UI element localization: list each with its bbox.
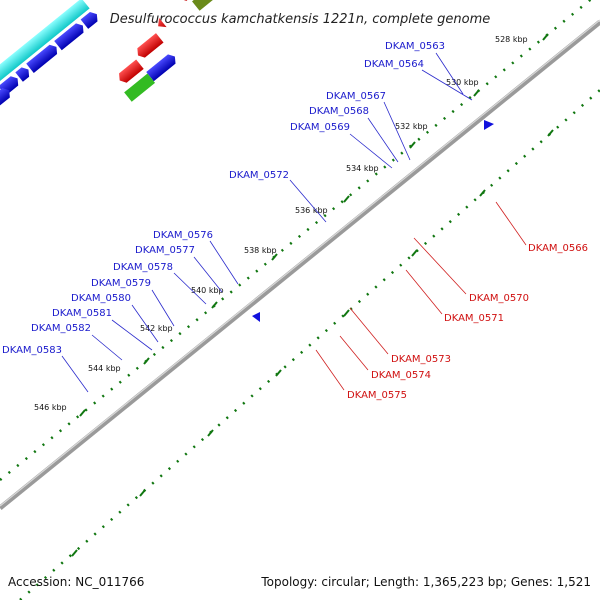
gene-label-dkam-0583[interactable]: DKAM_0583 — [2, 345, 62, 356]
strand-marker-icon — [252, 312, 260, 322]
gene-arrow-red[interactable] — [154, 17, 167, 31]
gene-label-dkam-0564[interactable]: DKAM_0564 — [364, 59, 424, 70]
gene-label-dkam-0572[interactable]: DKAM_0572 — [229, 170, 289, 181]
gene-block-green[interactable] — [124, 73, 156, 102]
inner-tick-track — [19, 89, 600, 600]
gene-label-dkam-0577[interactable]: DKAM_0577 — [135, 245, 195, 256]
gene-label-dkam-0574[interactable]: DKAM_0574 — [371, 370, 431, 381]
tick-label: 546 kbp — [34, 403, 67, 412]
genome-summary-text: Topology: circular; Length: 1,365,223 bp… — [260, 575, 591, 589]
genome-backbone — [0, 20, 600, 510]
tick-label: 542 kbp — [140, 324, 173, 333]
gene-label-dkam-0580[interactable]: DKAM_0580 — [71, 293, 131, 304]
gene-block-cyan[interactable] — [0, 0, 90, 84]
gene-label-dkam-0563[interactable]: DKAM_0563 — [385, 41, 445, 52]
gene-label-dkam-0578[interactable]: DKAM_0578 — [113, 262, 173, 273]
tick-label: 532 kbp — [395, 122, 428, 131]
reverse-genes — [116, 0, 217, 102]
gene-label-dkam-0566[interactable]: DKAM_0566 — [528, 243, 588, 254]
accession-text: Accession: NC_011766 — [8, 575, 144, 589]
tick-label: 544 kbp — [88, 364, 121, 373]
gene-label-dkam-0576[interactable]: DKAM_0576 — [153, 230, 213, 241]
gene-label-dkam-0569[interactable]: DKAM_0569 — [290, 122, 350, 133]
gene-label-dkam-0579[interactable]: DKAM_0579 — [91, 278, 151, 289]
tick-label: 534 kbp — [346, 164, 379, 173]
gene-label-dkam-0567[interactable]: DKAM_0567 — [326, 91, 386, 102]
gene-arrow-red[interactable] — [134, 33, 164, 60]
gene-arrow-blue[interactable] — [54, 21, 86, 51]
gene-label-dkam-0582[interactable]: DKAM_0582 — [31, 323, 91, 334]
gene-arrow-blue[interactable] — [26, 42, 60, 73]
tick-label: 528 kbp — [495, 35, 528, 44]
outer-gene-labels: DKAM_0563 DKAM_0564 DKAM_0567 DKAM_0568 … — [2, 41, 473, 393]
gene-label-dkam-0571[interactable]: DKAM_0571 — [444, 313, 504, 324]
gene-label-dkam-0573[interactable]: DKAM_0573 — [391, 354, 451, 365]
tick-label: 540 kbp — [191, 286, 224, 295]
gene-arrow-blue[interactable] — [0, 110, 2, 148]
gene-label-dkam-0575[interactable]: DKAM_0575 — [347, 390, 407, 401]
tick-label: 530 kbp — [446, 78, 479, 87]
outer-tick-track — [0, 0, 593, 481]
major-ticks-inner — [71, 129, 554, 557]
gene-arrow-blue[interactable] — [0, 86, 13, 107]
gene-label-dkam-0581[interactable]: DKAM_0581 — [52, 308, 112, 319]
tick-labels: 528 kbp 530 kbp 532 kbp 534 kbp 536 kbp … — [34, 35, 528, 412]
strand-marker-icon — [484, 120, 494, 130]
tick-label: 538 kbp — [244, 246, 277, 255]
gene-arrow-blue[interactable] — [15, 65, 32, 82]
inner-gene-labels: DKAM_0566 DKAM_0570 DKAM_0571 DKAM_0573 … — [315, 201, 588, 401]
gene-arrow-blue[interactable] — [146, 52, 178, 82]
forward-genes — [0, 0, 101, 148]
gene-arrow-red[interactable] — [116, 59, 144, 86]
tick-label: 536 kbp — [295, 206, 328, 215]
map-title: Desulfurococcus kamchatkensis 1221n, com… — [110, 12, 491, 27]
gene-block-olive[interactable] — [192, 0, 217, 11]
gene-arrow-blue[interactable] — [80, 9, 101, 29]
major-ticks-outer — [79, 33, 549, 417]
gene-label-dkam-0568[interactable]: DKAM_0568 — [309, 106, 369, 117]
gene-label-dkam-0570[interactable]: DKAM_0570 — [469, 293, 529, 304]
